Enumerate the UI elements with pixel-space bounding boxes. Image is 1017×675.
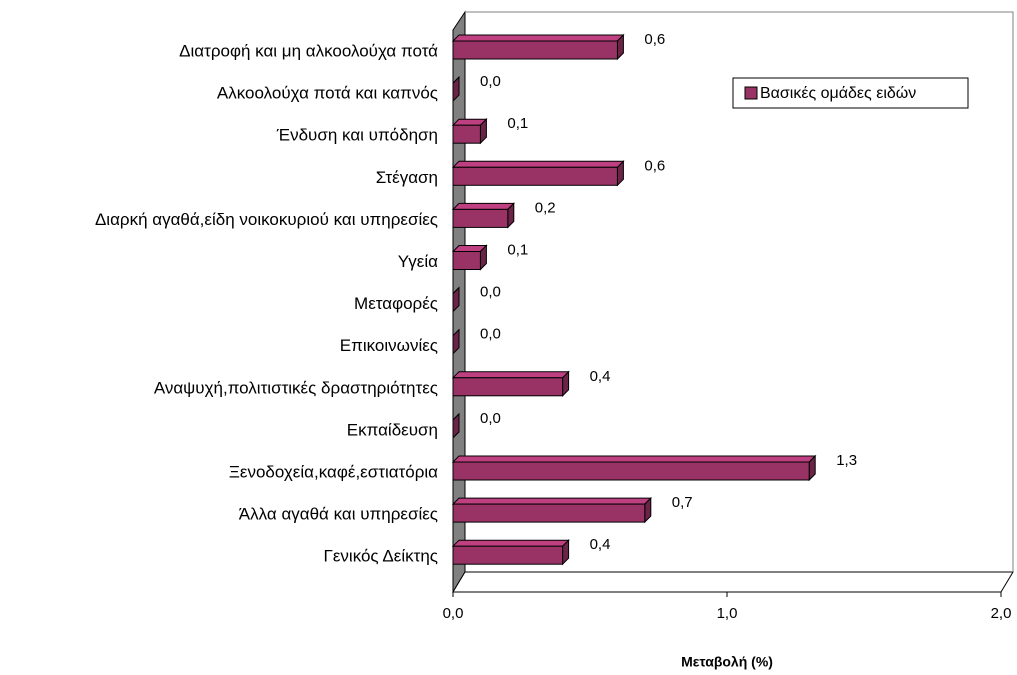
data-label: 0,4 [590, 368, 611, 385]
legend-label: Βασικές ομάδες ειδών [760, 85, 916, 102]
data-label: 0,1 [507, 115, 528, 132]
y-tick-label: Μεταφορές [354, 294, 438, 313]
bar-top [451, 34, 625, 42]
y-tick-label: Αλκοολούχα ποτά και καπνός [217, 84, 438, 103]
bar-end [452, 286, 460, 313]
bar [452, 40, 618, 60]
bar [452, 461, 810, 481]
data-label: 0,7 [672, 494, 693, 511]
data-label: 0,0 [480, 284, 501, 301]
bar [452, 208, 509, 228]
bar [452, 377, 564, 397]
x-tick-label: 0,0 [443, 605, 464, 622]
bar-top [451, 371, 570, 379]
x-axis-label: Μεταβολή (%) [681, 654, 773, 670]
back-wall [465, 11, 1014, 572]
y-tick-label: Υγεία [398, 252, 438, 271]
y-tick-label: Άλλα αγαθά και υπηρεσίες [239, 505, 438, 524]
bar-top [451, 455, 817, 463]
y-tick-label: Διαρκή αγαθά,είδη νοικοκυριού και υπηρεσ… [95, 210, 438, 229]
bar-end [452, 75, 460, 103]
x-tick-label: 1,0 [717, 605, 738, 622]
bar [452, 503, 646, 523]
data-label: 0,0 [480, 410, 501, 427]
data-label: 1,3 [836, 452, 857, 469]
bar-top [451, 497, 653, 505]
bar-top [451, 539, 570, 547]
bar [452, 251, 481, 270]
bar [452, 545, 564, 565]
floor [452, 571, 1014, 593]
legend: Βασικές ομάδες ειδών [732, 77, 969, 109]
bar-end [452, 328, 460, 355]
data-label: 0,0 [480, 73, 501, 90]
bar-top [451, 202, 516, 210]
y-tick-label: Ξενοδοχεία,καφέ,εστιατόρια [229, 462, 438, 481]
data-label: 0,6 [644, 31, 665, 48]
bar [452, 166, 618, 186]
bar [452, 124, 481, 144]
y-tick-label: Ένδυση και υπόδηση [276, 126, 438, 145]
legend-swatch [744, 86, 758, 100]
data-label: 0,4 [590, 536, 611, 553]
data-label: 0,6 [644, 157, 665, 174]
legend-box [732, 77, 969, 109]
x-tick-label: 2,0 [991, 605, 1012, 622]
bar-end [452, 412, 460, 440]
y-tick-label: Διατροφή και μη αλκοολούχα ποτά [179, 41, 438, 60]
bar-top [451, 160, 625, 168]
y-tick-label: Γενικός Δείκτης [323, 547, 438, 566]
data-label: 0,2 [535, 199, 556, 216]
y-tick-label: Αναψυχή,πολιτιστικές δραστηριότητες [154, 378, 438, 397]
y-tick-label: Στέγαση [376, 168, 438, 187]
data-label: 0,1 [507, 241, 528, 258]
y-tick-label: Εκπαίδευση [347, 420, 438, 439]
y-tick-label: Επικοινωνίες [340, 336, 438, 355]
data-label: 0,0 [480, 326, 501, 343]
